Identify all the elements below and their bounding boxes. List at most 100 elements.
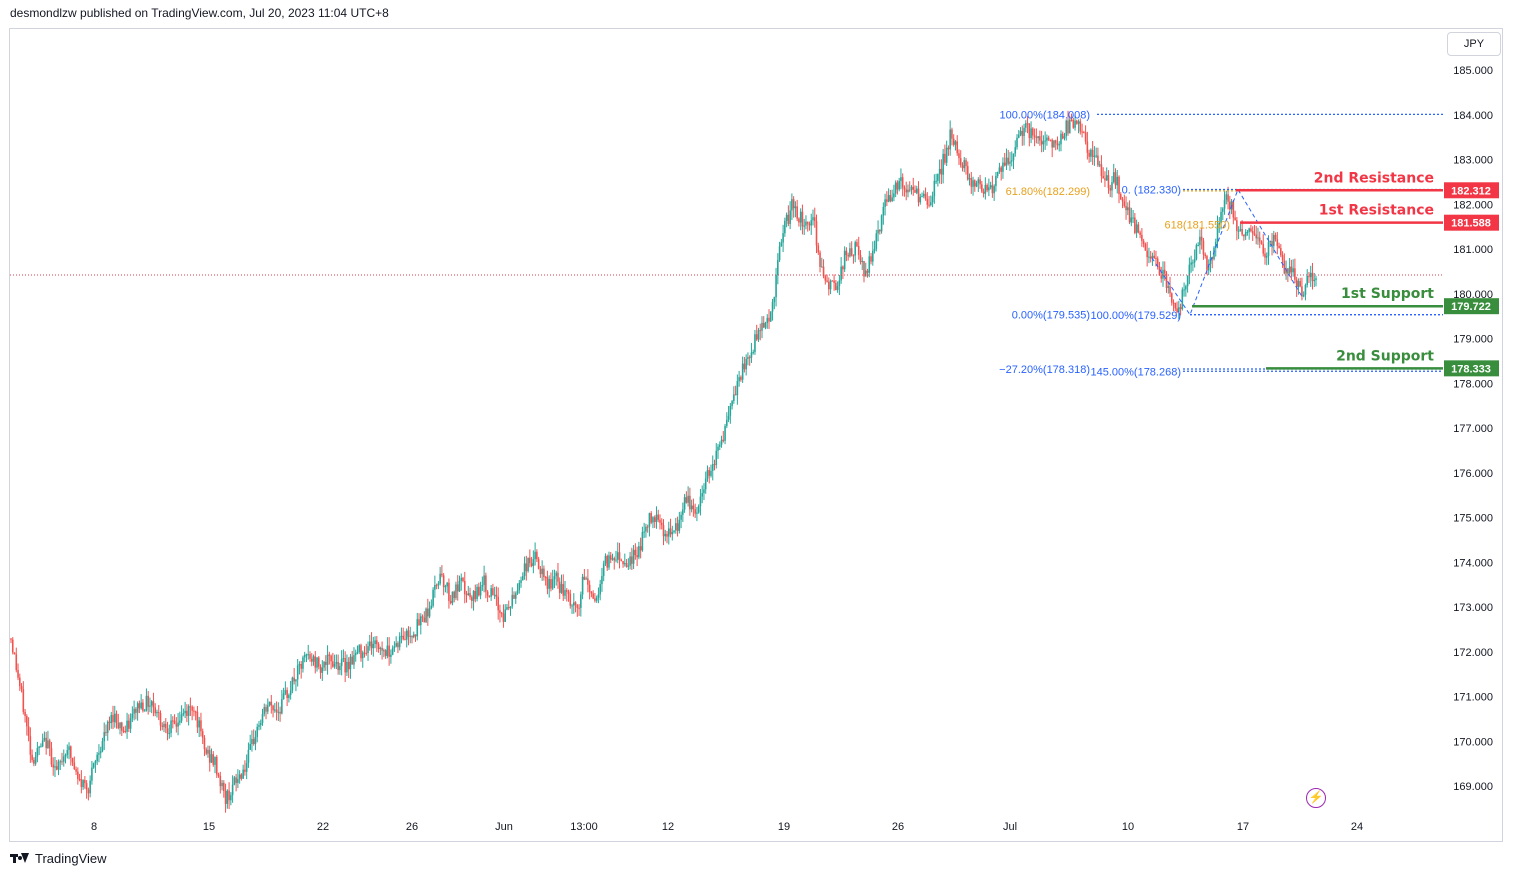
candle-body — [242, 769, 244, 779]
candle-body — [977, 179, 980, 184]
x-tick-label: 19 — [778, 821, 790, 833]
candle-body — [244, 769, 246, 772]
candle-body — [298, 664, 301, 666]
candle-body — [926, 198, 929, 205]
candle-body — [1056, 143, 1059, 146]
candle-body — [864, 270, 867, 277]
candle-body — [1237, 230, 1240, 232]
candle-body — [1278, 245, 1280, 249]
candle-body — [901, 177, 904, 188]
candle-body — [61, 761, 63, 763]
candle-body — [1127, 207, 1129, 211]
candle-body — [54, 766, 56, 768]
y-tick-label: 170.000 — [1453, 736, 1493, 748]
candle-body — [574, 602, 577, 606]
candle-body — [261, 713, 264, 724]
candle-body — [405, 630, 408, 640]
candle-body — [667, 528, 670, 537]
candle-body — [703, 489, 705, 494]
candle-body — [866, 270, 869, 273]
fib-annotation-label: 100.00%(179.529) — [1090, 310, 1181, 322]
candle-body — [562, 584, 565, 596]
candle-body — [1167, 286, 1170, 288]
candle-body — [317, 657, 320, 667]
candle-body — [411, 635, 413, 638]
candle-body — [1141, 234, 1143, 241]
candle-body — [101, 741, 104, 752]
resistance-price-badge-label: 181.588 — [1451, 218, 1491, 230]
candle-body — [592, 593, 594, 599]
candle-body — [558, 581, 561, 593]
candle-body — [186, 710, 188, 716]
candle-body — [989, 185, 992, 188]
candle-body — [745, 358, 747, 370]
candle-body — [660, 522, 663, 526]
candle-body — [1037, 136, 1039, 139]
candle-body — [759, 330, 762, 332]
candle-body — [838, 280, 841, 287]
fib-annotation-label: 61.80%(182.299) — [1006, 186, 1090, 198]
candle-body — [316, 657, 318, 668]
candle-body — [1272, 234, 1275, 246]
candle-body — [163, 723, 165, 728]
candle-body — [984, 185, 987, 194]
candle-body — [1032, 128, 1034, 136]
candle-body — [425, 608, 427, 623]
candle-body — [991, 185, 994, 194]
candle-body — [963, 160, 966, 169]
candle-body — [537, 559, 540, 569]
candle-body — [678, 519, 681, 531]
candle-body — [935, 180, 937, 182]
candle-body — [376, 640, 378, 645]
candle-body — [928, 204, 930, 206]
candle-body — [295, 679, 297, 682]
candle-body — [1158, 266, 1161, 276]
candle-body — [179, 720, 181, 723]
candle-body — [463, 580, 466, 595]
candle-body — [988, 187, 990, 191]
candle-body — [1165, 273, 1168, 288]
fib-annotation-label: −27.20%(178.318) — [999, 364, 1090, 376]
candle-body — [360, 645, 362, 659]
candle-body — [26, 716, 28, 727]
candle-body — [680, 514, 682, 520]
candle-body — [551, 579, 554, 589]
candle-body — [539, 568, 542, 575]
candle-body — [718, 444, 721, 447]
candle-body — [1046, 137, 1048, 141]
candle-body — [113, 713, 116, 723]
candle-body — [1250, 228, 1252, 232]
candle-body — [743, 363, 746, 370]
candle-body — [1151, 255, 1154, 259]
candle-body — [381, 647, 383, 651]
candle-body — [379, 647, 382, 649]
currency-button[interactable]: JPY — [1447, 32, 1501, 56]
candle-body — [877, 229, 879, 234]
candle-body — [497, 596, 499, 611]
candle-body — [270, 701, 273, 706]
candle-body — [1000, 167, 1002, 172]
candle-body — [824, 276, 827, 281]
candle-body — [601, 575, 603, 585]
x-tick-label: 13:00 — [570, 821, 598, 833]
candle-body — [521, 575, 524, 581]
resistance-level-title: 1st Resistance — [1319, 203, 1434, 219]
candle-body — [214, 756, 216, 765]
candle-body — [1146, 250, 1148, 258]
candle-body — [342, 658, 345, 660]
candle-body — [734, 394, 737, 396]
candle-body — [641, 532, 644, 551]
candle-body — [354, 653, 357, 656]
candle-body — [849, 248, 851, 257]
candle-body — [982, 191, 985, 194]
candle-body — [235, 777, 237, 783]
candle-body — [22, 689, 25, 712]
candle-body — [778, 246, 781, 261]
candle-body — [803, 225, 806, 227]
candle-body — [826, 280, 828, 282]
candle-body — [595, 597, 598, 601]
lightning-icon[interactable]: ⚡ — [1306, 788, 1326, 808]
candle-body — [1134, 217, 1136, 233]
candle-body — [293, 677, 295, 682]
